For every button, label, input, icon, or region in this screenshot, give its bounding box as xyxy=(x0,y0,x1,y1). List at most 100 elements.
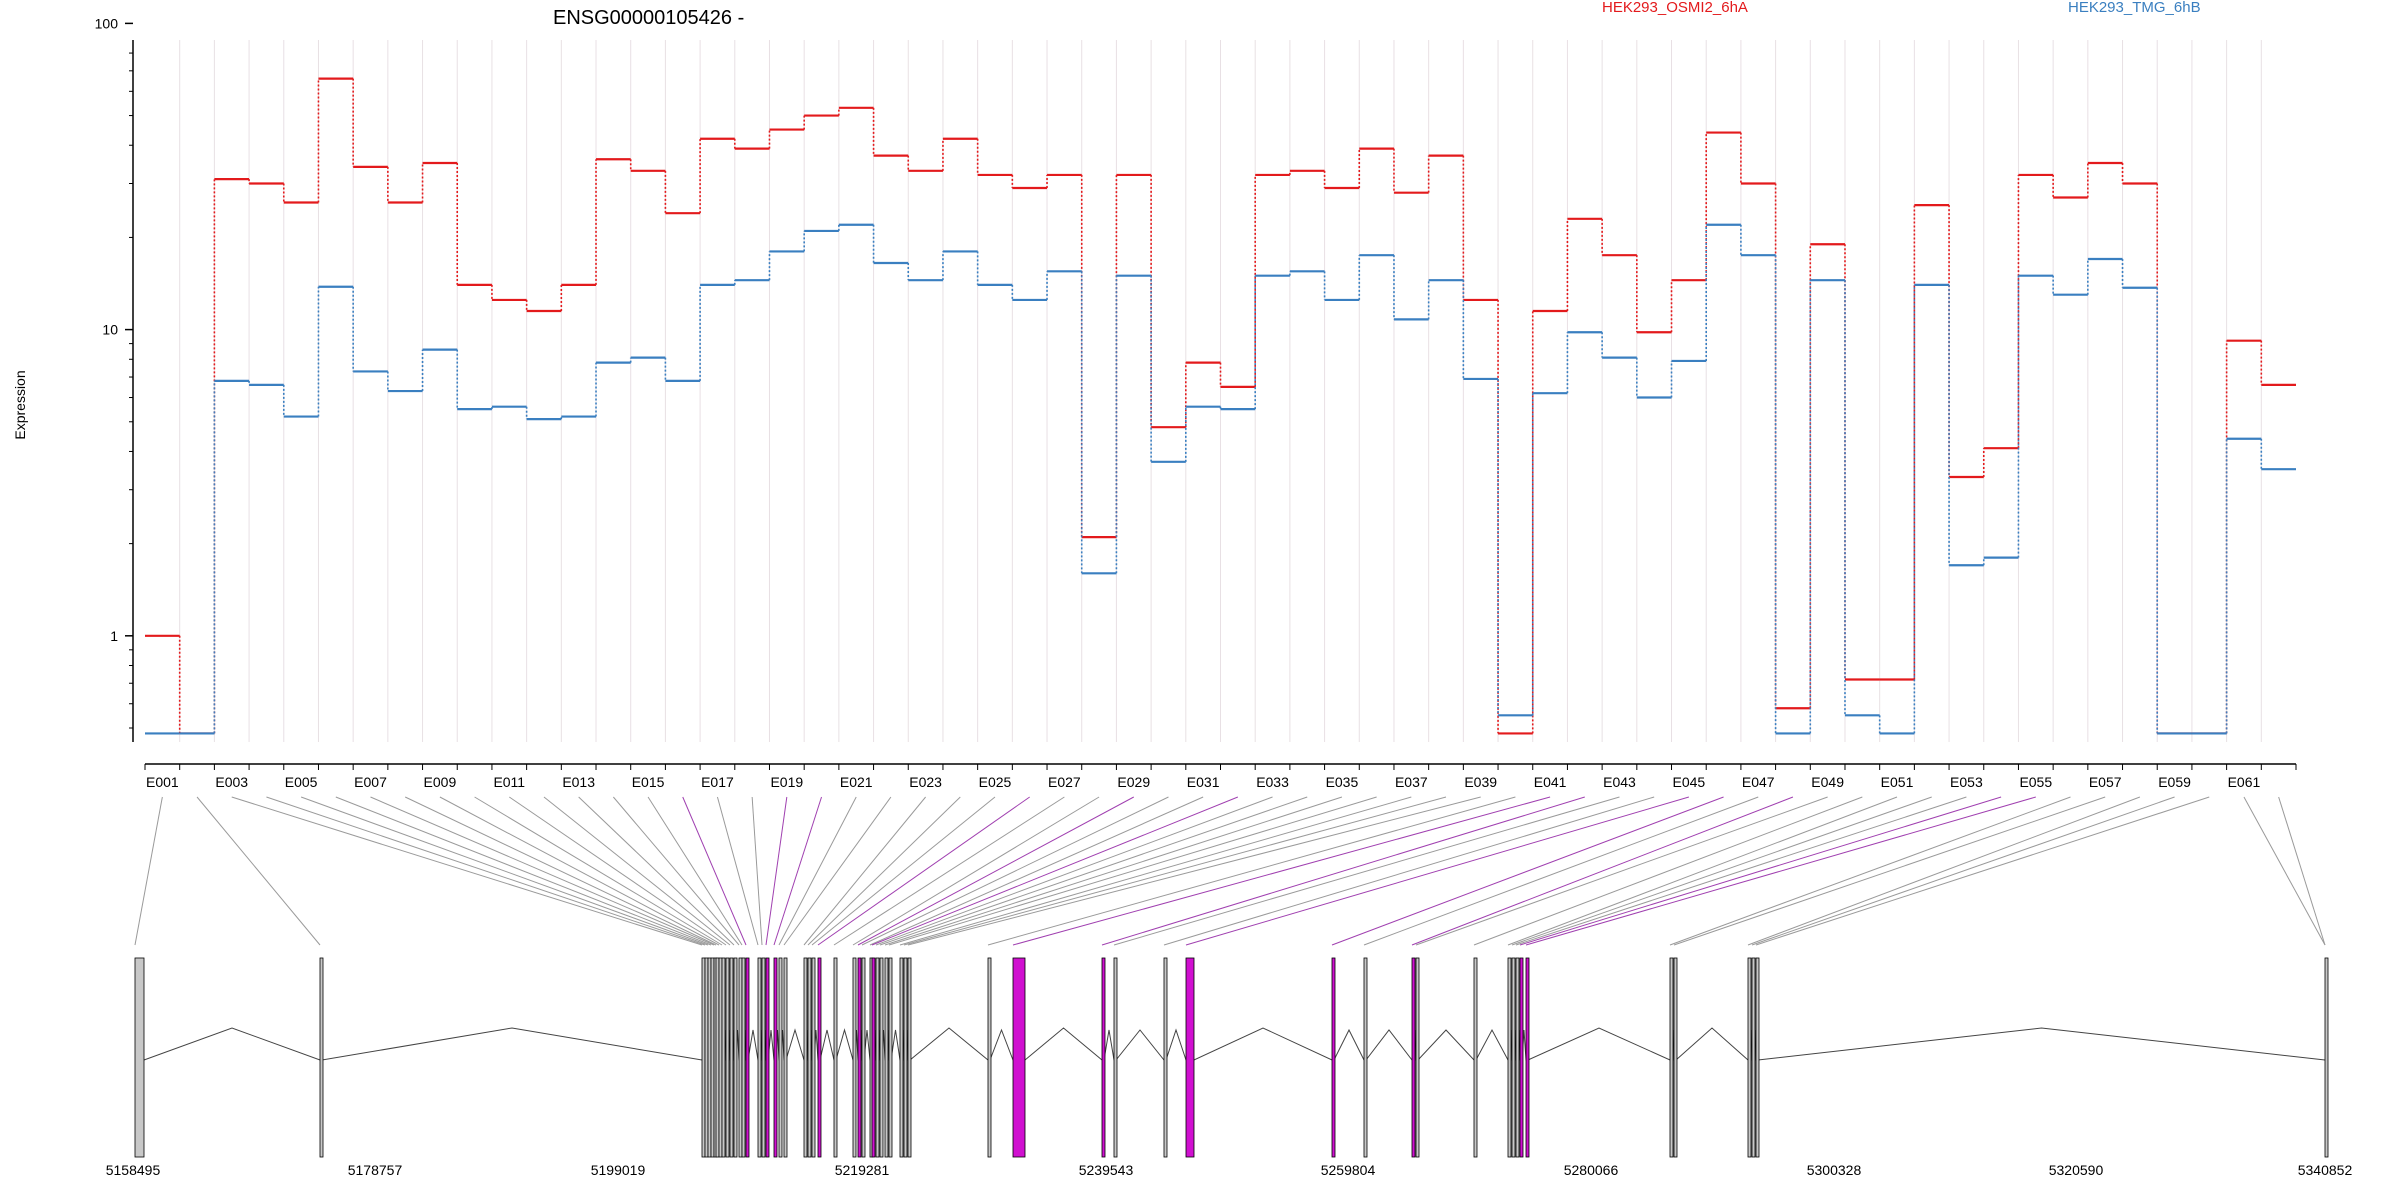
y-tick-label: 10 xyxy=(102,322,118,338)
exon-box xyxy=(1411,957,1416,1158)
exon-connector xyxy=(1515,796,1967,946)
exon-connector xyxy=(404,796,717,946)
exon-box xyxy=(704,957,709,1158)
x-tick-label: E057 xyxy=(2089,774,2122,790)
exon-box xyxy=(1101,957,1106,1158)
exon-connector xyxy=(1411,796,1794,946)
genomic-coordinate-label: 5280066 xyxy=(1564,1162,1619,1178)
exon-box xyxy=(807,957,812,1158)
x-tick-label: E011 xyxy=(493,774,525,790)
exon-connector xyxy=(803,796,926,946)
exon-connector xyxy=(783,796,892,946)
exon-box xyxy=(1163,957,1168,1158)
exon-connector xyxy=(903,796,1447,946)
exon-connector xyxy=(1185,796,1690,946)
exon-box xyxy=(1747,957,1752,1158)
exon-connector xyxy=(807,796,961,946)
exon-box xyxy=(803,957,808,1158)
exon-box xyxy=(907,957,912,1158)
exon-connector xyxy=(439,796,720,946)
exon-connector xyxy=(370,796,715,946)
genomic-coordinate-label: 5300328 xyxy=(1807,1162,1862,1178)
exon-box xyxy=(721,957,726,1158)
exon-connector xyxy=(1331,796,1724,946)
exon-box xyxy=(903,957,908,1158)
exon-box xyxy=(741,957,746,1158)
exon-box xyxy=(1012,957,1026,1158)
exon-box xyxy=(861,957,866,1158)
exon-connectors xyxy=(134,796,2326,946)
exon-connector xyxy=(1363,796,1759,946)
exon-connector xyxy=(1101,796,1585,946)
x-tick-label: E019 xyxy=(770,774,803,790)
exon-connector xyxy=(509,796,727,946)
exon-box xyxy=(857,957,862,1158)
exon-box xyxy=(701,957,706,1158)
intron-lines xyxy=(143,1027,2326,1061)
exon-connector xyxy=(869,796,1204,946)
exon-box xyxy=(765,957,770,1158)
x-tick-label: E009 xyxy=(424,774,457,790)
exon-box xyxy=(1507,957,1512,1158)
exon-box xyxy=(783,957,788,1158)
genomic-coordinate-label: 5219281 xyxy=(835,1162,890,1178)
chart-title: ENSG00000105426 - xyxy=(553,7,744,29)
exon-box xyxy=(1511,957,1516,1158)
x-tick-label: E043 xyxy=(1603,774,1636,790)
x-tick-label: E001 xyxy=(146,774,179,790)
exon-box xyxy=(1751,957,1756,1158)
x-tick-label: E015 xyxy=(632,774,665,790)
exon-connector xyxy=(474,796,723,946)
exon-connector xyxy=(1673,796,2106,946)
exon-box xyxy=(1363,957,1368,1158)
exon-connector xyxy=(1473,796,1863,946)
exon-box xyxy=(1331,957,1336,1158)
exon-box xyxy=(888,957,893,1158)
exon-connector xyxy=(682,796,747,946)
exon-box xyxy=(729,957,734,1158)
x-tick-label: E031 xyxy=(1187,774,1220,790)
x-tick-label: E041 xyxy=(1534,774,1567,790)
exon-connector xyxy=(578,796,735,946)
exon-connector xyxy=(861,796,1169,946)
legend-entry-tmg: HEK293_TMG_6hB xyxy=(2068,0,2201,16)
x-tick-label: E033 xyxy=(1256,774,1289,790)
exon-box xyxy=(875,957,880,1158)
genomic-coordinate-label: 5158495 xyxy=(106,1162,161,1178)
exon-box xyxy=(871,957,876,1158)
exon-connector xyxy=(899,796,1412,946)
exon-box xyxy=(710,957,715,1158)
exon-connector xyxy=(879,796,1308,946)
genomic-coordinate-label: 5178757 xyxy=(348,1162,403,1178)
exon-box xyxy=(1673,957,1678,1158)
exon-connector xyxy=(987,796,1516,946)
x-tick-label: E007 xyxy=(354,774,387,790)
exon-box xyxy=(1515,957,1520,1158)
exon-connector xyxy=(1755,796,2210,946)
x-tick-label: E061 xyxy=(2228,774,2261,790)
x-tick-label: E059 xyxy=(2158,774,2191,790)
exon-box xyxy=(1669,957,1674,1158)
exon-box xyxy=(833,957,838,1158)
genomic-coordinate-label: 5199019 xyxy=(591,1162,646,1178)
exon-connector xyxy=(716,796,759,946)
exon-box xyxy=(134,957,145,1158)
x-tick-label: E037 xyxy=(1395,774,1428,790)
exon-connector xyxy=(833,796,1065,946)
exon-box xyxy=(2324,957,2329,1158)
exon-connector xyxy=(1012,796,1551,946)
exon-box xyxy=(757,957,762,1158)
x-tick-label: E047 xyxy=(1742,774,1775,790)
exon-connector xyxy=(773,796,823,946)
exon-connector xyxy=(1751,796,2175,946)
exon-box xyxy=(817,957,822,1158)
series-tmg xyxy=(145,223,2296,735)
exon-connector xyxy=(1519,796,2002,946)
exon-box xyxy=(1473,957,1478,1158)
exon-connector xyxy=(196,796,321,946)
x-tick-label: E025 xyxy=(979,774,1012,790)
exon-box xyxy=(811,957,816,1158)
exon-box xyxy=(761,957,766,1158)
chart-series xyxy=(145,77,2296,735)
exon-box xyxy=(718,957,723,1158)
